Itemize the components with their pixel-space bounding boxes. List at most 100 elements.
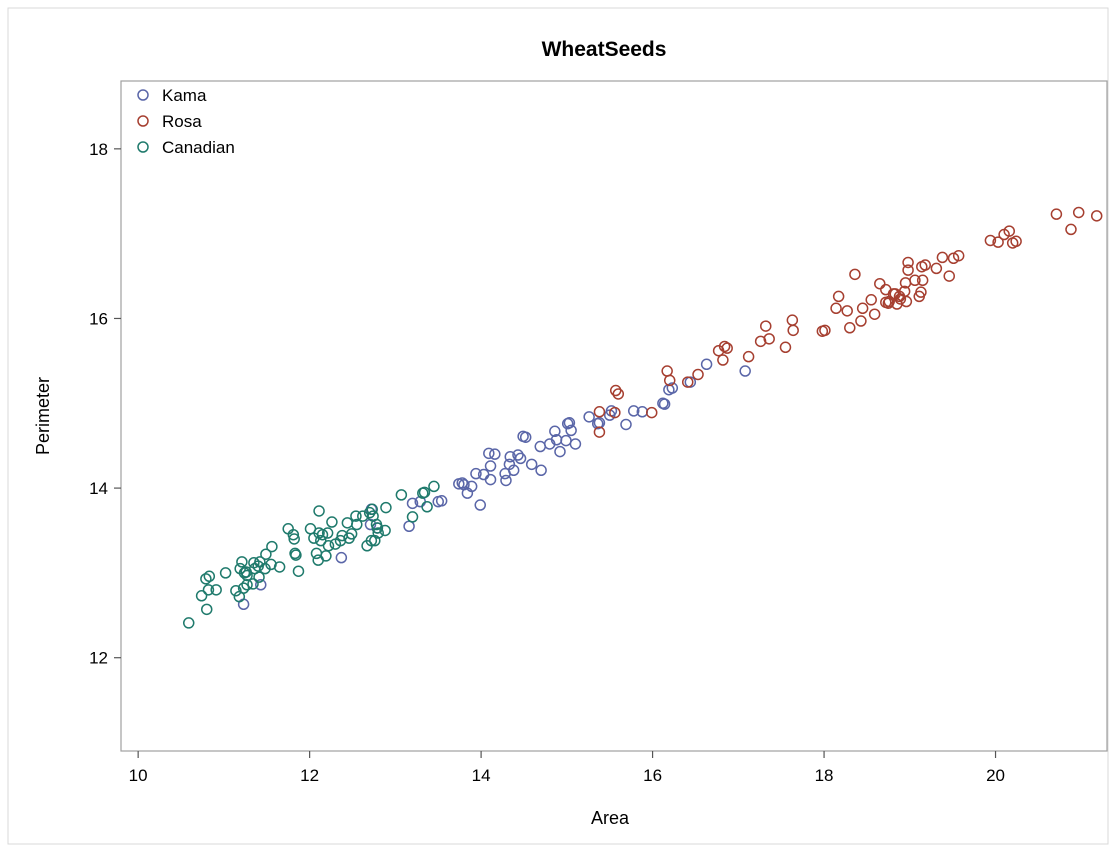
data-point-canadian: [315, 534, 327, 547]
x-tick-label: 18: [815, 766, 834, 785]
data-point-kama: [666, 382, 679, 394]
data-point-canadian: [266, 540, 278, 553]
data-point-canadian: [241, 569, 253, 582]
x-axis-ticks: 10 12 14 16 18 20: [129, 751, 1005, 785]
data-point-canadian: [195, 590, 208, 602]
y-axis-ticks: 12 14 16 18: [89, 140, 121, 668]
data-point-canadian: [260, 548, 272, 560]
legend: Kama Rosa Canadian: [137, 86, 235, 157]
series-rosa: [593, 206, 1103, 438]
data-point-canadian: [428, 480, 440, 493]
data-point-kama: [335, 551, 348, 564]
data-point-canadian: [322, 540, 335, 552]
data-point-kama: [549, 425, 561, 438]
data-point-kama: [554, 445, 566, 458]
data-point-canadian: [200, 603, 213, 616]
data-point-rosa: [645, 406, 658, 419]
data-point-canadian: [316, 528, 329, 541]
data-point-rosa: [681, 376, 694, 388]
data-point-kama: [435, 495, 448, 507]
data-point-rosa: [868, 308, 881, 320]
y-tick-label: 18: [89, 140, 108, 159]
data-point-rosa: [952, 249, 965, 262]
data-point-rosa: [692, 368, 704, 381]
data-point-canadian: [421, 500, 433, 513]
data-point-rosa: [1003, 225, 1016, 237]
y-axis-label: Perimeter: [33, 377, 53, 455]
data-point-kama: [583, 411, 595, 423]
series-kama: [237, 358, 751, 611]
y-tick-label: 14: [89, 479, 108, 498]
data-point-canadian: [253, 571, 265, 583]
legend-label-rosa: Rosa: [162, 112, 202, 131]
data-point-rosa: [1010, 235, 1022, 248]
data-point-kama: [465, 480, 478, 493]
x-axis-label: Area: [591, 808, 630, 828]
data-point-canadian: [380, 501, 392, 514]
data-point-rosa: [909, 274, 921, 287]
data-point-kama: [489, 448, 501, 460]
data-point-canadian: [230, 584, 242, 597]
data-point-rosa: [612, 388, 625, 400]
data-point-canadian: [351, 518, 363, 531]
data-point-kama: [535, 464, 547, 477]
data-point-kama: [658, 398, 671, 410]
data-point-kama: [620, 418, 632, 431]
data-point-rosa: [865, 294, 877, 306]
x-tick-label: 10: [129, 766, 148, 785]
data-point-canadian: [236, 556, 248, 568]
data-point-kama: [627, 405, 640, 417]
chart-title: WheatSeeds: [542, 38, 667, 61]
legend-label-kama: Kama: [162, 86, 207, 105]
data-point-rosa: [1050, 208, 1063, 220]
x-tick-label: 12: [300, 766, 319, 785]
data-point-kama: [470, 467, 482, 480]
data-point-kama: [483, 447, 495, 460]
data-point-rosa: [1090, 210, 1103, 222]
data-point-canadian: [320, 550, 332, 562]
data-point-canadian: [202, 584, 215, 596]
data-point-canadian: [292, 565, 305, 577]
data-point-canadian: [210, 584, 222, 596]
legend-marker-canadian: [137, 141, 149, 153]
plot-area-frame: [120, 80, 1108, 752]
data-point-rosa: [936, 251, 949, 264]
y-tick-label: 16: [89, 309, 108, 328]
data-point-canadian: [182, 617, 195, 629]
data-point-canadian: [237, 582, 250, 594]
data-point-rosa: [900, 295, 913, 308]
data-point-rosa: [841, 305, 853, 317]
data-point-canadian: [365, 534, 378, 547]
data-point-rosa: [856, 302, 869, 315]
data-point-kama: [474, 499, 486, 511]
data-point-kama: [255, 579, 267, 591]
data-point-rosa: [717, 354, 729, 366]
data-point-rosa: [984, 234, 997, 247]
data-point-kama: [569, 438, 582, 450]
x-tick-label: 16: [643, 766, 662, 785]
data-point-rosa: [1072, 206, 1085, 219]
data-point-rosa: [1065, 223, 1077, 236]
data-point-rosa: [718, 340, 731, 353]
series-canadian: [182, 480, 440, 629]
data-point-kama: [700, 358, 713, 371]
legend-marker-rosa: [137, 115, 149, 127]
data-point-canadian: [395, 489, 408, 501]
data-point-kama: [525, 458, 538, 471]
data-point-rosa: [721, 342, 733, 354]
data-point-canadian: [273, 561, 286, 573]
data-point-canadian: [379, 524, 391, 537]
data-point-canadian: [288, 533, 300, 545]
data-point-kama: [406, 497, 419, 510]
data-point-kama: [563, 417, 576, 429]
data-point-rosa: [855, 315, 867, 327]
data-point-rosa: [915, 286, 927, 298]
data-point-canadian: [406, 511, 419, 523]
data-point-canadian: [287, 528, 300, 541]
data-point-rosa: [919, 259, 931, 271]
data-point-rosa: [874, 277, 886, 290]
data-point-canadian: [200, 573, 212, 585]
data-point-kama: [565, 424, 577, 437]
